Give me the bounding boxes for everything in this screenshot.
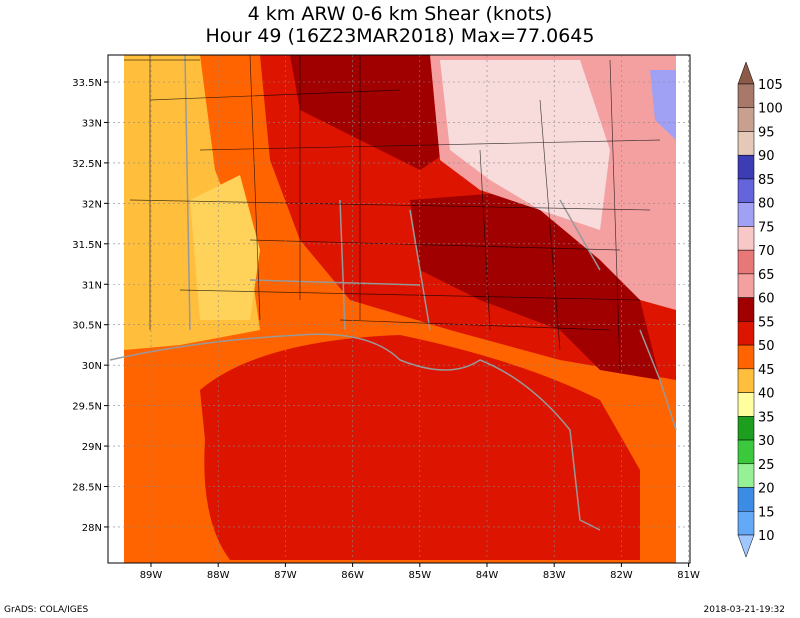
lon-label: 83W bbox=[543, 570, 566, 581]
colorbar-label: 55 bbox=[758, 315, 775, 330]
colorbar-box bbox=[737, 131, 755, 156]
colorbar-label: 85 bbox=[758, 173, 775, 188]
colorbar-box bbox=[737, 463, 755, 488]
lat-label: 33N bbox=[82, 118, 102, 129]
colorbar-box bbox=[737, 226, 755, 251]
lat-label: 31N bbox=[82, 280, 102, 291]
lat-label: 29.5N bbox=[72, 402, 102, 413]
colorbar-box bbox=[737, 154, 755, 180]
colorbar-box bbox=[737, 368, 755, 393]
colorbar-label: 20 bbox=[758, 482, 775, 497]
lon-label: 89W bbox=[140, 570, 163, 581]
colorbar-arrow bbox=[737, 61, 755, 85]
colorbar-label: 90 bbox=[758, 149, 775, 164]
colorbar-box bbox=[737, 249, 755, 275]
title-line: 4 km ARW 0-6 km Shear (knots) bbox=[248, 3, 553, 25]
colorbar-box bbox=[737, 107, 755, 132]
colorbar-arrow bbox=[737, 534, 755, 558]
colorbar-box bbox=[737, 416, 755, 441]
colorbar-label: 40 bbox=[758, 387, 775, 402]
colorbar-label: 45 bbox=[758, 363, 775, 378]
lat-label: 31.5N bbox=[72, 240, 102, 251]
footer-right: 2018-03-21-19:32 bbox=[704, 605, 786, 615]
lon-label: 82W bbox=[610, 570, 633, 581]
colorbar-label: 60 bbox=[758, 292, 775, 307]
colorbar-box bbox=[737, 297, 755, 322]
colorbar-box bbox=[737, 273, 755, 298]
lat-label: 32.5N bbox=[72, 159, 102, 170]
colorbar-box bbox=[737, 487, 755, 512]
lat-label: 30.5N bbox=[72, 321, 102, 332]
colorbar-label: 35 bbox=[758, 410, 775, 425]
lon-label: 81W bbox=[677, 570, 700, 581]
lat-label: 29N bbox=[82, 442, 102, 453]
colorbar-box bbox=[737, 344, 755, 370]
colorbar-label: 105 bbox=[758, 78, 783, 93]
colorbar-label: 30 bbox=[758, 434, 775, 449]
lat-label: 32N bbox=[82, 199, 102, 210]
colorbar-label: 75 bbox=[758, 220, 775, 235]
map-frame bbox=[107, 54, 691, 564]
lon-label: 85W bbox=[408, 570, 431, 581]
lat-label: 28.5N bbox=[72, 483, 102, 494]
lon-label: 87W bbox=[274, 570, 297, 581]
footer-left: GrADS: COLA/IGES bbox=[4, 605, 88, 615]
colorbar-label: 25 bbox=[758, 458, 775, 473]
colorbar-box bbox=[737, 439, 755, 465]
lat-label: 28N bbox=[82, 523, 102, 534]
colorbar-box bbox=[737, 321, 755, 346]
colorbar-label: 70 bbox=[758, 244, 775, 259]
lon-label: 86W bbox=[341, 570, 364, 581]
colorbar-label: 10 bbox=[758, 529, 775, 544]
colorbar-label: 15 bbox=[758, 505, 775, 520]
colorbar-label: 80 bbox=[758, 197, 775, 212]
lon-label: 84W bbox=[476, 570, 499, 581]
colorbar-box bbox=[737, 178, 755, 203]
title-line: Hour 49 (16Z23MAR2018) Max=77.0645 bbox=[206, 25, 595, 47]
colorbar-box bbox=[737, 83, 755, 108]
lat-label: 33.5N bbox=[72, 78, 102, 89]
lat-label: 30N bbox=[82, 361, 102, 372]
colorbar-label: 65 bbox=[758, 268, 775, 283]
colorbar-label: 50 bbox=[758, 339, 775, 354]
lon-label: 88W bbox=[207, 570, 230, 581]
colorbar-label: 100 bbox=[758, 102, 783, 117]
colorbar-label: 95 bbox=[758, 125, 775, 140]
map-field bbox=[108, 55, 690, 563]
colorbar-box bbox=[737, 511, 755, 536]
colorbar-box bbox=[737, 392, 755, 417]
colorbar-box bbox=[737, 202, 755, 227]
